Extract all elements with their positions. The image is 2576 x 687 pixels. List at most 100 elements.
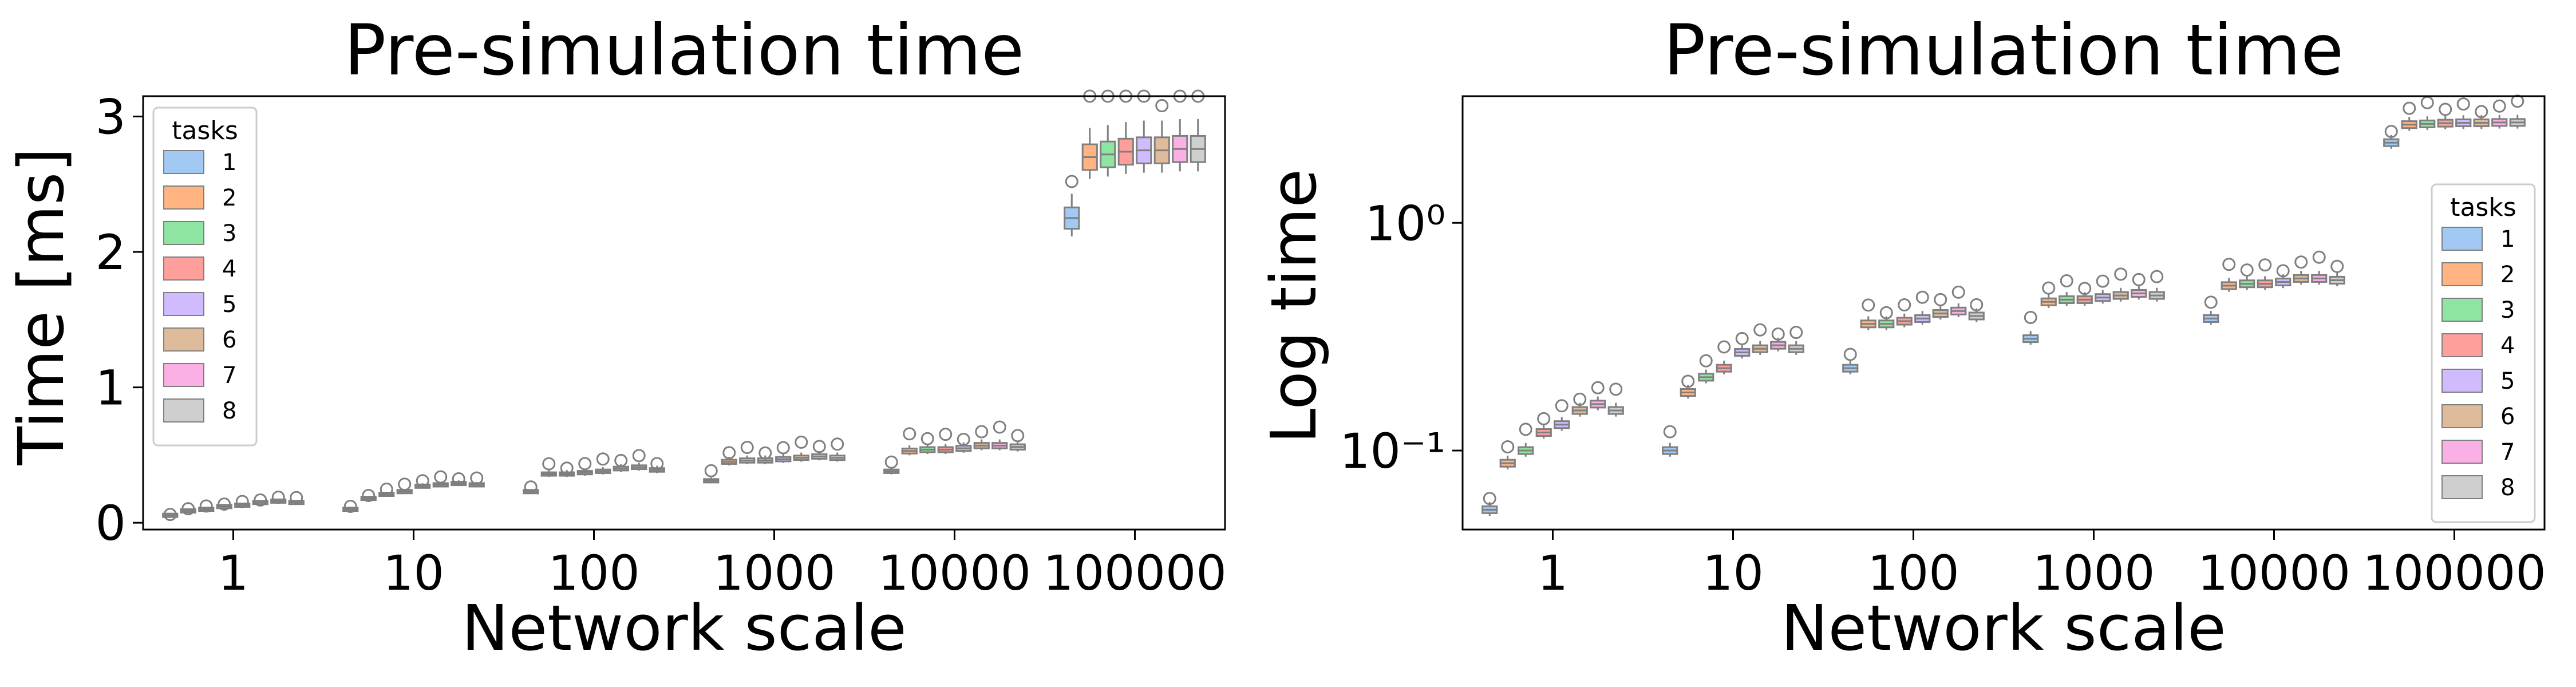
outlier-point (524, 480, 538, 494)
box-tasks-3 (2239, 263, 2255, 290)
legend-entry-label: 6 (222, 327, 236, 353)
x-tick-label: 10000 (878, 545, 1031, 601)
outlier-point (2420, 96, 2434, 109)
outlier-point (795, 435, 808, 449)
outlier-point (939, 428, 953, 441)
box-tasks-4 (757, 446, 773, 464)
legend-swatch (163, 292, 204, 316)
outlier-point (2456, 97, 2470, 111)
outlier-point (398, 477, 412, 491)
box-tasks-3 (919, 432, 936, 455)
box-tasks-6 (252, 493, 268, 507)
box-tasks-1 (2383, 125, 2400, 149)
x-tick-label: 10 (383, 545, 444, 601)
x-tick-label: 10 (1702, 545, 1764, 601)
y-axis-label: Time [ms] (5, 148, 78, 465)
outlier-point (2276, 264, 2290, 278)
outlier-point (2078, 282, 2092, 295)
y-tick-label: 3 (96, 89, 126, 145)
outlier-point (362, 488, 376, 502)
box-tasks-5 (234, 495, 251, 508)
box-tasks-6 (1752, 323, 1768, 355)
box-tasks-1 (703, 464, 720, 484)
box-tasks-3 (198, 499, 215, 513)
legend-swatch (163, 327, 204, 352)
outlier-point (235, 495, 249, 508)
outlier-point (1951, 285, 1965, 299)
box-tasks-2 (1680, 374, 1696, 399)
outlier-point (957, 432, 970, 446)
box-tasks-8 (1009, 429, 1026, 452)
outlier-point (2492, 99, 2506, 113)
box-tasks-5 (414, 474, 431, 489)
box-tasks-8 (1190, 89, 1206, 172)
outlier-point (560, 461, 574, 475)
box-tasks-7 (2131, 273, 2147, 300)
box-tasks-7 (2311, 250, 2328, 285)
box-tasks-1 (1481, 492, 1498, 516)
outlier-point (2240, 263, 2254, 277)
box-tasks-4 (216, 498, 232, 511)
box-tasks-2 (2401, 101, 2417, 131)
x-tick-label: 1 (1538, 545, 1568, 601)
outlier-point (2150, 270, 2164, 283)
legend-entry-label: 1 (222, 149, 236, 176)
legend-entry-label: 4 (222, 256, 236, 282)
legend-swatch (2441, 475, 2483, 499)
outlier-point (452, 472, 465, 485)
legend-entry-label: 5 (2500, 368, 2515, 394)
box-tasks-4 (1716, 340, 1732, 374)
outlier-point (1843, 348, 1857, 361)
outlier-point (2475, 105, 2488, 119)
outlier-point (1934, 293, 1947, 306)
legend-swatch (2441, 227, 2483, 251)
legend-entry-label: 1 (2500, 226, 2515, 252)
box-tasks-8 (649, 457, 665, 473)
outlier-point (254, 493, 267, 507)
legend-entry-label: 6 (2500, 404, 2515, 430)
outlier-point (1915, 290, 1929, 304)
box-tasks-3 (1518, 423, 1534, 457)
legend-swatch (163, 221, 204, 245)
box-tasks-1 (883, 455, 900, 475)
legend-swatch (2441, 333, 2483, 357)
legend-swatch (163, 185, 204, 210)
x-axis-label: Network scale (461, 591, 907, 665)
box-tasks-5 (595, 452, 611, 475)
box-tasks-4 (2437, 102, 2453, 129)
outlier-point (920, 432, 934, 445)
box-tasks-6 (613, 453, 629, 472)
box-tasks-2 (1499, 440, 1516, 469)
box-tasks-4 (1535, 412, 1552, 439)
y-tick-label: 0 (96, 495, 126, 551)
outlier-point (1789, 326, 1803, 339)
outlier-point (1519, 423, 1532, 436)
outlier-point (1753, 323, 1767, 337)
box-tasks-2 (721, 446, 737, 466)
box-tasks-1 (1064, 175, 1080, 236)
outlier-point (1591, 381, 1605, 394)
box-tasks-2 (1081, 89, 1098, 179)
box-tasks-4 (396, 477, 413, 495)
x-tick-label: 10000 (2198, 545, 2350, 601)
x-tick-label: 1000 (2033, 545, 2155, 601)
outlier-point (2258, 258, 2272, 272)
box-tasks-2 (540, 457, 557, 477)
box-tasks-4 (1117, 89, 1134, 174)
outlier-point (1555, 399, 1568, 413)
outlier-point (343, 500, 357, 514)
outlier-point (2511, 94, 2524, 108)
chart-linear-time: Pre-simulation time Time [ms] Network sc… (5, 10, 1227, 665)
chart-title: Pre-simulation time (344, 10, 1024, 91)
outlier-point (542, 457, 556, 471)
box-tasks-8 (2329, 259, 2345, 287)
legend-swatch (2441, 404, 2483, 428)
box-tasks-8 (2148, 270, 2165, 302)
box-tasks-3 (1100, 89, 1116, 177)
outlier-point (1735, 331, 1749, 345)
outlier-point (2403, 101, 2416, 115)
legend-entry-label: 5 (222, 291, 236, 318)
outlier-point (290, 491, 303, 504)
legend-swatch (163, 398, 204, 423)
outlier-point (2222, 258, 2236, 271)
